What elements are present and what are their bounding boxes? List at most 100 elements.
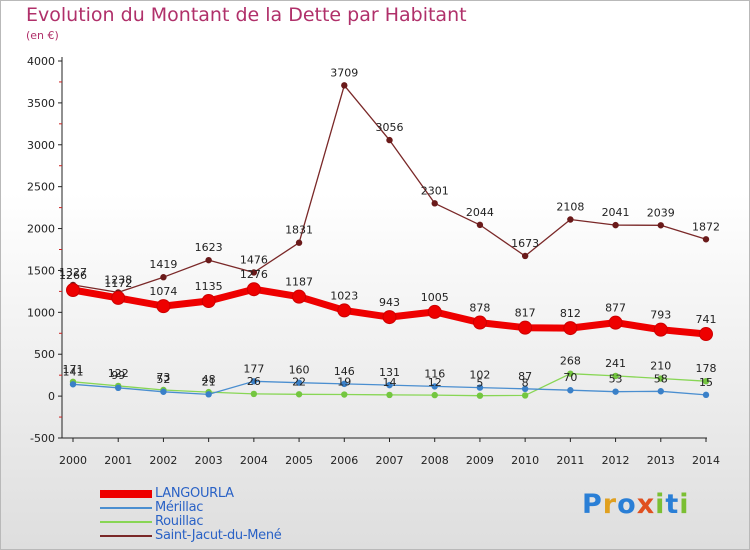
data-point-saint-jacut-du-men- [250,269,258,276]
data-label-saint-jacut-du-men-: 2108 [556,201,584,214]
data-point-rouillac [341,391,348,398]
data-point-m-rillac [476,384,484,391]
data-point-saint-jacut-du-men- [476,221,484,229]
data-point-m-rillac [521,385,529,393]
data-label-saint-jacut-du-men-: 1872 [692,220,720,233]
x-tick-label: 2010 [511,454,539,467]
data-point-langourla [472,315,487,330]
data-label-m-rillac: 52 [156,373,170,386]
data-label-saint-jacut-du-men-: 1327 [59,266,87,279]
x-tick-label: 2000 [59,454,87,467]
data-label-langourla: 1187 [285,276,313,289]
x-tick-label: 2008 [421,454,449,467]
legend-swatch [100,535,152,537]
data-label-langourla: 1023 [330,289,358,302]
data-point-saint-jacut-du-men- [521,252,529,260]
data-label-m-rillac: 21 [202,375,216,388]
data-label-m-rillac: 160 [289,364,310,377]
legend-swatch [100,507,152,509]
data-point-langourla [563,321,578,336]
y-tick-label: 1000 [27,306,55,319]
legend-label: Rouillac [155,514,204,529]
data-point-m-rillac [341,380,348,388]
data-point-m-rillac [386,381,393,389]
x-tick-label: 2002 [149,454,177,467]
data-label-m-rillac: 87 [518,370,532,383]
data-label-m-rillac: 99 [111,369,125,382]
x-tick-label: 2011 [556,454,584,467]
data-label-saint-jacut-du-men-: 1623 [195,241,223,254]
data-label-langourla: 817 [515,307,536,320]
data-point-saint-jacut-du-men- [431,200,438,207]
data-label-m-rillac: 141 [63,365,84,378]
data-label-m-rillac: 102 [469,369,490,382]
y-tick-label: 1500 [27,264,55,277]
data-label-rouillac: 14 [383,376,397,389]
data-label-m-rillac: 177 [243,362,264,375]
data-point-saint-jacut-du-men- [160,274,167,281]
data-point-rouillac [386,391,393,399]
data-label-m-rillac: 53 [609,373,623,386]
x-tick-label: 2012 [602,454,630,467]
data-point-langourla [653,322,668,337]
y-tick-label: 2000 [27,223,55,236]
data-point-saint-jacut-du-men- [295,239,303,246]
data-point-rouillac [612,372,619,380]
data-label-saint-jacut-du-men-: 3056 [376,121,404,134]
data-point-m-rillac [567,387,574,394]
y-tick-label: 3500 [27,97,55,110]
data-label-rouillac: 12 [428,376,442,389]
y-tick-label: -500 [30,432,55,445]
data-label-rouillac: 210 [650,360,671,373]
data-point-langourla [156,299,171,314]
y-tick-label: 0 [48,390,55,403]
data-label-m-rillac: 58 [654,372,668,385]
legend-label: Mérillac [155,500,204,515]
x-tick-label: 2013 [647,454,675,467]
y-tick-label: 3000 [27,139,55,152]
data-point-langourla [699,327,713,342]
data-point-rouillac [476,392,484,399]
data-point-rouillac [702,377,710,385]
data-label-langourla: 1005 [421,291,449,304]
legend-item: Rouillac [100,514,360,529]
data-label-saint-jacut-du-men-: 3709 [330,66,358,79]
data-label-langourla: 1266 [59,269,87,282]
chart-legend: LANGOURLA Mérillac Rouillac Saint-Jacut-du-… [100,486,360,543]
logo-letter: i [655,489,666,520]
data-point-langourla [246,282,261,297]
data-label-rouillac: 22 [292,375,306,388]
data-label-rouillac: 73 [156,371,170,384]
data-point-langourla [382,310,397,325]
data-label-rouillac: 8 [522,376,529,389]
data-point-langourla [66,283,80,298]
data-label-langourla: 1172 [104,277,132,290]
data-label-saint-jacut-du-men-: 1238 [104,273,132,286]
data-point-rouillac [657,375,664,382]
data-label-saint-jacut-du-men-: 2039 [647,206,675,219]
data-label-rouillac: 268 [560,355,581,368]
data-label-saint-jacut-du-men-: 2041 [602,206,630,219]
data-point-rouillac [567,370,574,377]
x-tick-label: 2006 [330,454,358,467]
data-label-rouillac: 171 [63,363,84,376]
data-label-rouillac: 26 [247,375,261,388]
y-tick-label: 2500 [27,181,55,194]
data-point-langourla [292,289,307,304]
data-point-langourla [608,315,623,330]
data-label-m-rillac: 70 [563,371,577,384]
data-point-m-rillac [431,383,438,390]
data-point-m-rillac [205,391,212,398]
data-point-m-rillac [657,388,664,395]
logo-letter: r [602,489,618,520]
data-point-saint-jacut-du-men- [567,216,574,223]
data-point-langourla [201,294,216,309]
data-point-m-rillac [69,381,77,388]
data-label-rouillac: 19 [337,376,351,389]
data-label-rouillac: 5 [476,377,483,390]
chart-title: Evolution du Montant de la Dette par Hab… [26,4,467,26]
legend-item: Mérillac [100,500,360,515]
data-label-langourla: 1074 [149,285,177,298]
